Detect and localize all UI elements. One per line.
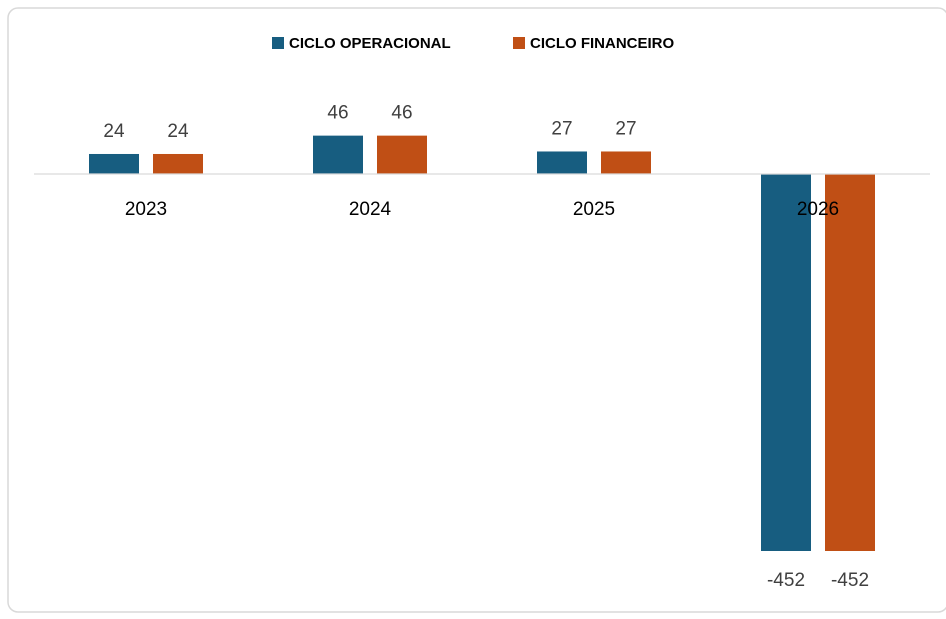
bar xyxy=(537,151,587,174)
data-label: -452 xyxy=(767,570,805,591)
x-tick-label: 2023 xyxy=(125,199,167,220)
bar xyxy=(825,174,875,551)
data-label: 27 xyxy=(551,118,572,139)
x-tick-label: 2024 xyxy=(349,199,392,220)
legend-swatch xyxy=(513,37,525,49)
bar xyxy=(601,151,651,174)
bar xyxy=(313,135,363,174)
data-label: 27 xyxy=(615,118,636,139)
bar xyxy=(761,174,811,551)
legend-label: CICLO OPERACIONAL xyxy=(289,35,451,52)
legend-swatch xyxy=(272,37,284,49)
x-tick-label: 2026 xyxy=(797,199,839,220)
data-label: -452 xyxy=(831,570,869,591)
x-tick-label: 2025 xyxy=(573,199,615,220)
data-label: 24 xyxy=(103,121,125,142)
bar xyxy=(377,135,427,174)
bar xyxy=(89,153,139,174)
data-label: 46 xyxy=(391,103,412,124)
legend-label: CICLO FINANCEIRO xyxy=(530,35,674,52)
data-label: 24 xyxy=(167,121,189,142)
chart-frame xyxy=(7,7,946,613)
data-label: 46 xyxy=(327,103,348,124)
bar xyxy=(153,153,203,174)
